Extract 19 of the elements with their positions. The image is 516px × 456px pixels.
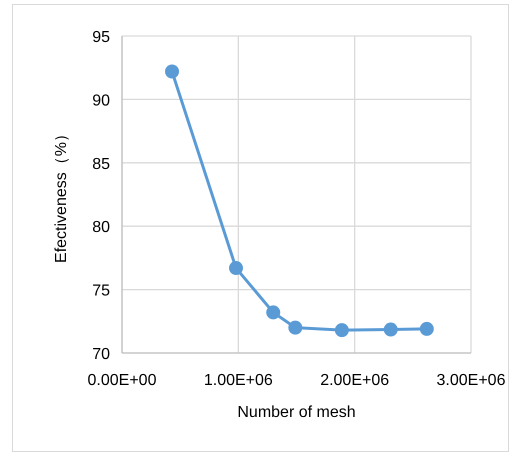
point	[334, 323, 349, 338]
point	[229, 261, 244, 276]
point	[288, 320, 302, 335]
x-axis-title: Number of mesh	[237, 404, 356, 421]
y-tick-label: 80	[92, 219, 110, 236]
y-tick-label: 70	[92, 346, 110, 363]
point	[266, 305, 280, 320]
y-tick-label: 75	[92, 282, 110, 300]
y-tick-label: 85	[92, 156, 110, 173]
point	[165, 64, 180, 79]
x-tick-label: 0.00E+00	[88, 372, 157, 389]
y-tick-label: 95	[92, 29, 110, 46]
x-tick-label: 3.00E+06	[436, 372, 506, 389]
y-tick-label: 90	[92, 92, 110, 110]
x-tick-label: 2.00E+06	[320, 372, 390, 389]
x-tick-label: 1.00E+06	[204, 372, 273, 389]
point	[384, 322, 398, 337]
y-axis-title: Efectiveness（%）	[53, 126, 70, 263]
point	[420, 322, 434, 336]
